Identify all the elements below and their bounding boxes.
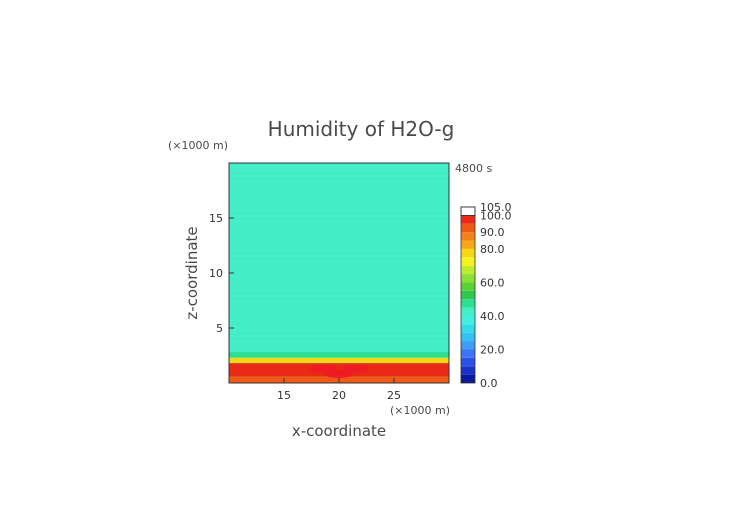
colorbar-swatch (461, 248, 475, 258)
x-tick-label: 20 (332, 389, 346, 402)
chart-title: Humidity of H2O-g (268, 117, 455, 141)
colorbar-swatch (461, 223, 475, 233)
colorbar-swatch (461, 232, 475, 241)
colorbar-label: 90.0 (480, 226, 505, 239)
colorbar-swatch (461, 215, 475, 224)
y-tick-label: 5 (216, 322, 223, 335)
colorbar-swatch (461, 265, 475, 275)
y-tick-label: 10 (209, 267, 223, 280)
y-axis-title: z-coordinate (183, 226, 201, 319)
colorbar-swatch (461, 290, 475, 300)
time-label: 4800 s (455, 162, 492, 175)
colorbar-swatch (461, 324, 475, 333)
colorbar-swatch (461, 274, 475, 283)
y-axis: 5 10 15 (209, 212, 234, 335)
x-tick-label: 25 (387, 389, 401, 402)
x-tick-label: 15 (277, 389, 291, 402)
colorbar-swatch (461, 257, 475, 266)
field-blob (341, 364, 370, 373)
colorbar-top-swatch (460, 206, 476, 216)
plot-area (229, 163, 449, 383)
colorbar-swatch (461, 357, 475, 367)
colorbar-label: 105.0 (480, 201, 512, 214)
field-background (229, 163, 449, 383)
field-blob (325, 370, 353, 379)
field-blob (308, 364, 337, 373)
colorbar-swatch (461, 240, 475, 249)
field-layer (229, 352, 449, 358)
colorbar-swatch (461, 341, 475, 350)
colorbar-swatch (461, 374, 475, 383)
colorbar-swatch (461, 282, 475, 291)
colorbar-label: 100.0 (480, 209, 512, 222)
field-layer (229, 357, 449, 364)
colorbar-label: 40.0 (480, 310, 505, 323)
colorbar-swatch (461, 366, 475, 375)
y-unit-label: (×1000 m) (168, 139, 228, 152)
colorbar-swatch (461, 307, 475, 316)
colorbar-label: 60.0 (480, 276, 505, 289)
colorbar-label: 80.0 (480, 243, 505, 256)
colorbar-label: 20.0 (480, 343, 505, 356)
colorbar-swatch (461, 349, 475, 358)
colorbar-frame (460, 206, 476, 384)
colorbar-swatch (461, 332, 475, 342)
y-tick-label: 15 (209, 212, 223, 225)
x-axis: 15 20 25 (277, 378, 401, 402)
x-axis-title: x-coordinate (292, 422, 386, 440)
x-unit-label: (×1000 m) (390, 404, 450, 417)
colorbar-swatch (461, 299, 475, 308)
field-layer (229, 363, 449, 377)
colorbar-label: 0.0 (480, 377, 498, 390)
colorbar-swatch (461, 315, 475, 325)
